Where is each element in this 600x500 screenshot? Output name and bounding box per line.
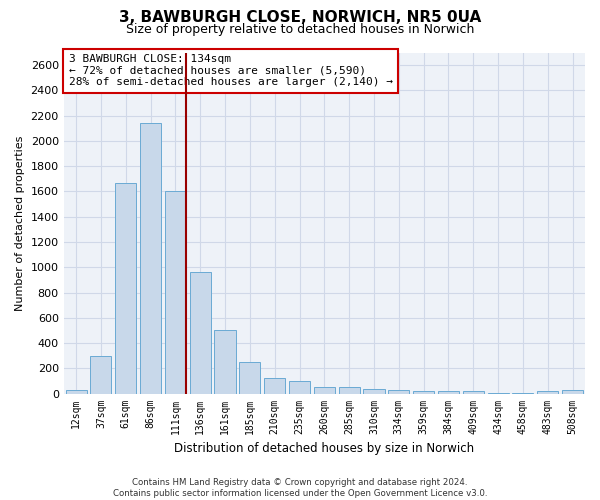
- Y-axis label: Number of detached properties: Number of detached properties: [15, 136, 25, 310]
- Bar: [413, 391, 434, 394]
- Bar: [338, 387, 360, 394]
- Bar: [65, 390, 86, 394]
- Bar: [562, 390, 583, 394]
- Bar: [388, 390, 409, 394]
- Bar: [214, 330, 236, 394]
- Bar: [537, 391, 559, 394]
- Bar: [314, 387, 335, 394]
- Bar: [488, 393, 509, 394]
- Bar: [463, 391, 484, 394]
- Text: Contains HM Land Registry data © Crown copyright and database right 2024.
Contai: Contains HM Land Registry data © Crown c…: [113, 478, 487, 498]
- Bar: [239, 362, 260, 394]
- Text: Size of property relative to detached houses in Norwich: Size of property relative to detached ho…: [126, 22, 474, 36]
- X-axis label: Distribution of detached houses by size in Norwich: Distribution of detached houses by size …: [174, 442, 475, 455]
- Bar: [190, 272, 211, 394]
- Bar: [91, 356, 112, 394]
- Bar: [289, 381, 310, 394]
- Bar: [438, 391, 459, 394]
- Bar: [140, 123, 161, 394]
- Bar: [165, 192, 186, 394]
- Bar: [512, 393, 533, 394]
- Bar: [264, 378, 285, 394]
- Bar: [115, 182, 136, 394]
- Text: 3 BAWBURGH CLOSE: 134sqm
← 72% of detached houses are smaller (5,590)
28% of sem: 3 BAWBURGH CLOSE: 134sqm ← 72% of detach…: [69, 54, 393, 88]
- Text: 3, BAWBURGH CLOSE, NORWICH, NR5 0UA: 3, BAWBURGH CLOSE, NORWICH, NR5 0UA: [119, 10, 481, 25]
- Bar: [364, 389, 385, 394]
